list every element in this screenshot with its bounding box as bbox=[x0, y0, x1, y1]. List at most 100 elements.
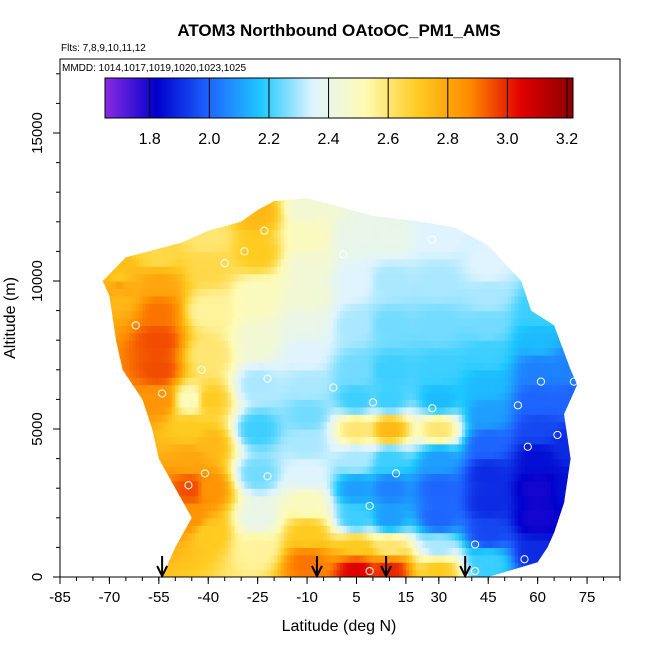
heat-cell bbox=[280, 295, 285, 304]
heat-cell bbox=[67, 251, 71, 259]
heat-cell bbox=[122, 332, 127, 341]
heat-cell bbox=[181, 207, 186, 215]
heat-cell bbox=[90, 244, 94, 252]
heat-cell bbox=[369, 466, 374, 474]
heat-cell bbox=[251, 547, 255, 556]
heat-cell bbox=[214, 480, 219, 489]
heat-cell bbox=[168, 510, 173, 519]
heat-cell bbox=[346, 273, 351, 282]
heat-cell bbox=[122, 295, 127, 304]
heat-cell bbox=[132, 281, 137, 289]
heat-cell bbox=[185, 251, 190, 260]
heat-cell bbox=[106, 488, 111, 497]
heat-cell bbox=[303, 199, 308, 208]
heat-cell bbox=[119, 244, 124, 252]
heat-cell bbox=[102, 532, 107, 541]
heat-cell bbox=[152, 480, 157, 489]
heat-cell bbox=[363, 503, 367, 511]
heat-cell bbox=[155, 221, 160, 230]
heat-cell bbox=[73, 207, 77, 215]
heat-cell bbox=[201, 318, 206, 326]
heat-cell bbox=[178, 436, 183, 445]
heat-cell bbox=[145, 199, 150, 208]
heat-cell bbox=[211, 384, 216, 393]
heat-cell bbox=[142, 495, 147, 504]
heat-cell bbox=[172, 429, 176, 437]
heat-cell bbox=[90, 200, 94, 208]
heat-cell bbox=[211, 473, 216, 482]
heat-cell bbox=[178, 488, 183, 497]
heat-cell bbox=[122, 414, 127, 423]
heat-cell bbox=[287, 443, 292, 452]
heat-cell bbox=[109, 569, 114, 577]
heat-cell bbox=[214, 244, 219, 252]
heat-cell bbox=[323, 429, 328, 437]
heat-cell bbox=[63, 259, 67, 267]
heat-cell bbox=[188, 554, 193, 563]
heat-cell bbox=[102, 473, 107, 482]
heat-cell bbox=[86, 399, 90, 407]
heat-cell bbox=[284, 303, 288, 312]
heat-cell bbox=[231, 251, 236, 260]
heat-cell bbox=[257, 229, 262, 238]
heat-cell bbox=[231, 525, 236, 534]
heat-cell bbox=[267, 443, 272, 452]
heat-cell bbox=[234, 377, 239, 386]
heat-cell bbox=[372, 214, 377, 223]
heat-cell bbox=[90, 429, 94, 437]
heat-cell bbox=[290, 554, 295, 563]
heat-cell bbox=[67, 192, 71, 200]
heat-cell bbox=[178, 281, 183, 289]
heat-cell bbox=[307, 473, 311, 482]
heat-cell bbox=[244, 488, 249, 497]
heat-cell bbox=[63, 229, 67, 237]
heat-cell bbox=[326, 532, 331, 541]
heat-cell bbox=[333, 207, 338, 215]
heat-cell bbox=[336, 198, 341, 201]
heat-cell bbox=[330, 369, 335, 378]
heat-cell bbox=[204, 207, 209, 215]
heat-cell bbox=[132, 510, 137, 519]
heat-cell bbox=[310, 303, 315, 312]
heat-cell bbox=[287, 340, 292, 349]
heat-cell bbox=[224, 429, 229, 437]
heat-cell bbox=[83, 392, 87, 400]
heat-cell bbox=[247, 303, 252, 312]
heat-cell bbox=[129, 480, 134, 489]
heat-cell bbox=[224, 244, 229, 252]
heat-cell bbox=[148, 488, 153, 497]
heat-cell bbox=[316, 221, 321, 230]
heat-cell bbox=[372, 554, 377, 563]
heat-cell bbox=[346, 377, 351, 386]
heat-cell bbox=[323, 318, 328, 326]
heat-cell bbox=[155, 295, 160, 304]
heat-cell bbox=[109, 466, 114, 474]
heat-cell bbox=[313, 281, 318, 289]
heat-cell bbox=[135, 466, 140, 474]
heat-cell bbox=[293, 458, 298, 467]
heat-cell bbox=[277, 273, 282, 282]
heat-cell bbox=[260, 488, 265, 497]
heat-cell bbox=[224, 473, 229, 482]
heat-cell bbox=[277, 199, 282, 208]
heat-cell bbox=[300, 369, 305, 378]
heat-cell bbox=[86, 288, 90, 296]
heat-cell bbox=[297, 281, 302, 289]
heat-cell bbox=[116, 525, 120, 534]
heat-cell bbox=[353, 406, 358, 415]
heat-cell bbox=[185, 480, 190, 489]
heat-cell bbox=[356, 399, 361, 408]
heat-cell bbox=[96, 340, 100, 348]
heat-cell bbox=[274, 295, 279, 304]
heat-cell bbox=[307, 451, 311, 460]
heat-cell bbox=[287, 399, 292, 408]
heat-cell bbox=[241, 406, 246, 415]
heat-cell bbox=[280, 273, 285, 282]
heat-cell bbox=[264, 377, 269, 386]
heat-cell bbox=[349, 540, 354, 548]
heat-cell bbox=[366, 488, 371, 497]
heat-cell bbox=[181, 340, 186, 349]
heat-cell bbox=[313, 214, 318, 223]
heat-cell bbox=[356, 214, 361, 223]
heat-cell bbox=[274, 332, 279, 341]
